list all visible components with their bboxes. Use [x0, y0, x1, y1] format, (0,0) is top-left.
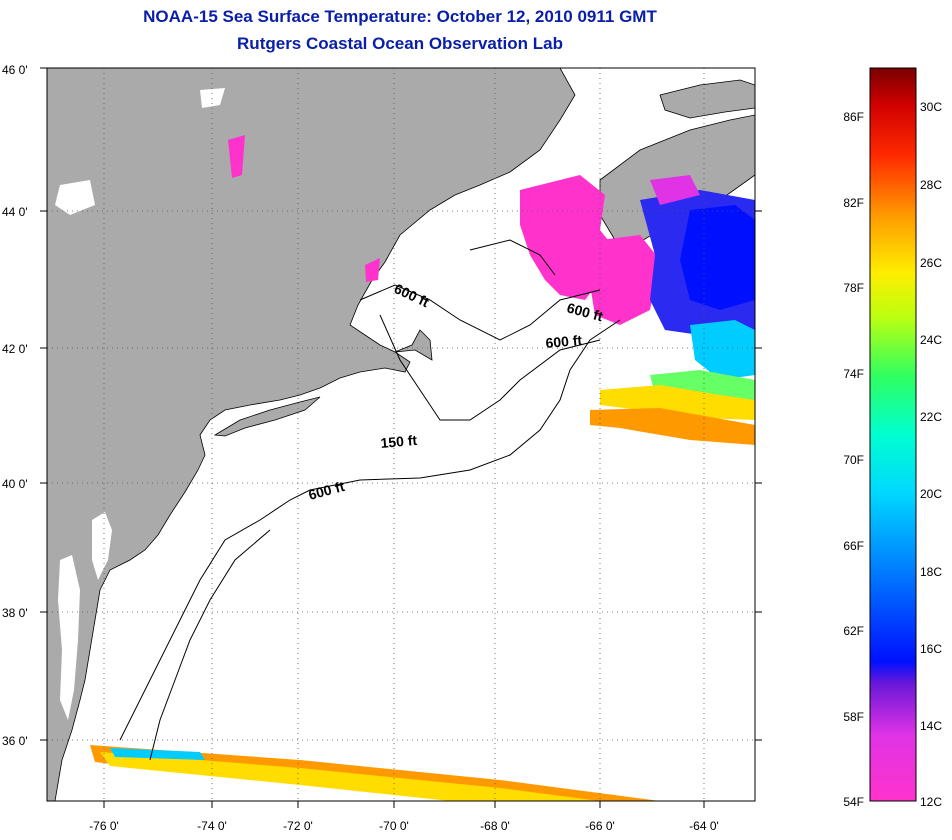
colorbar-label-c: 30C	[920, 100, 942, 114]
colorbar-label-c: 24C	[920, 333, 942, 347]
sst-colorbar	[869, 67, 917, 802]
colorbar-label-c: 26C	[920, 256, 942, 270]
lon-tick-label: -68 0'	[480, 819, 510, 833]
colorbar-label-f: 66F	[843, 539, 864, 553]
map-area	[47, 68, 755, 801]
colorbar-label-c: 22C	[920, 410, 942, 424]
contour-label: 600 ft	[545, 332, 583, 351]
colorbar-label-f: 58F	[843, 710, 864, 724]
colorbar-label-f: 62F	[843, 624, 864, 638]
colorbar-label-f: 78F	[843, 281, 864, 295]
colorbar-label-c: 12C	[920, 795, 942, 809]
lake	[55, 180, 95, 215]
lat-tick-label: 44 0'	[2, 205, 28, 219]
colorbar-label-c: 14C	[920, 719, 942, 733]
land-long-island	[213, 396, 321, 437]
land-cape-breton	[659, 79, 755, 119]
colorbar-label-f: 82F	[843, 196, 864, 210]
lat-tick-label: 46 0'	[2, 63, 28, 77]
colorbar-label-c: 28C	[920, 178, 942, 192]
tick-marks	[40, 67, 762, 808]
colorbar-label-f: 54F	[843, 795, 864, 809]
graticule	[47, 68, 755, 801]
lat-tick-label: 38 0'	[2, 606, 28, 620]
contour-label: 150 ft	[380, 432, 418, 451]
colorbar-label-c: 18C	[920, 565, 942, 579]
sst-data-patches	[90, 135, 755, 801]
lake	[200, 88, 225, 108]
lon-tick-label: -66 0'	[585, 819, 615, 833]
lon-tick-label: -76 0'	[89, 819, 119, 833]
lat-tick-label: 42 0'	[2, 342, 28, 356]
lon-tick-label: -74 0'	[197, 819, 227, 833]
lon-tick-label: -72 0'	[283, 819, 313, 833]
land-cape-cod	[394, 329, 433, 361]
colorbar-label-f: 86F	[843, 110, 864, 124]
colorbar-label-c: 20C	[920, 487, 942, 501]
colorbar-label-f: 70F	[843, 453, 864, 467]
water-chesapeake-bay	[58, 555, 80, 720]
land-mainland	[47, 68, 576, 801]
map-title: NOAA-15 Sea Surface Temperature: October…	[143, 7, 657, 26]
bathymetry-contours	[119, 239, 621, 761]
colorbar-label-f: 74F	[843, 367, 864, 381]
map-frame	[46, 67, 756, 802]
lat-tick-label: 40 0'	[2, 477, 28, 491]
lon-tick-label: -70 0'	[379, 819, 409, 833]
water-delaware-bay	[92, 512, 112, 580]
lon-tick-label: -64 0'	[689, 819, 719, 833]
colorbar-label-c: 16C	[920, 642, 942, 656]
map-subtitle: Rutgers Coastal Ocean Observation Lab	[237, 34, 563, 53]
lat-tick-label: 36 0'	[2, 734, 28, 748]
